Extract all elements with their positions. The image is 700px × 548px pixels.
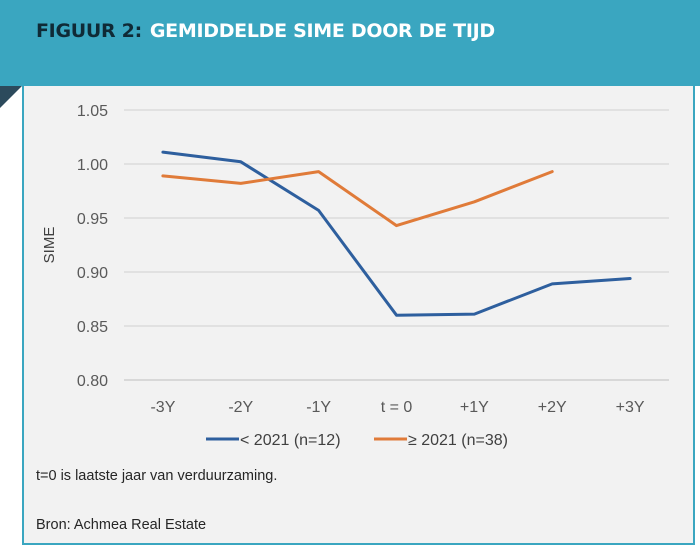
y-axis-title: SIME xyxy=(41,227,58,264)
x-tick-label: -1Y xyxy=(306,399,331,416)
series-line-2 xyxy=(161,170,554,228)
x-tick-label: t = 0 xyxy=(381,399,413,416)
legend-label-1: < 2021 (n=12) xyxy=(240,432,341,449)
x-tick-label: +3Y xyxy=(616,399,645,416)
y-tick-label: 1.05 xyxy=(77,103,108,120)
source-note: Bron: Achmea Real Estate xyxy=(36,517,207,533)
x-tick-label: -3Y xyxy=(150,399,175,416)
series-line-1 xyxy=(161,150,632,317)
y-tick-label: 0.80 xyxy=(77,373,108,390)
footnote: t=0 is laatste jaar van verduurzaming. xyxy=(36,468,278,484)
legend-label-2: ≥ 2021 (n=38) xyxy=(408,432,508,449)
x-tick-label: +2Y xyxy=(538,399,567,416)
line-chart: 0.80 0.85 0.90 0.95 1.00 1.05 -3Y -2Y -1Y t = 0 +1… xyxy=(41,103,669,449)
figure-header: FIGUUR 2: GEMIDDELDE SIME DOOR DE TIJD xyxy=(0,0,700,86)
y-tick-label: 0.90 xyxy=(77,265,108,282)
x-tick-label: -2Y xyxy=(228,399,253,416)
chart-panel: 0.80 0.85 0.90 0.95 1.00 1.05 -3Y -2Y -1Y t = 0 +1… xyxy=(22,86,695,545)
y-tick-label: 1.00 xyxy=(77,157,108,174)
y-tick-label: 0.85 xyxy=(77,319,108,336)
figure-heading: GEMIDDELDE SIME DOOR DE TIJD xyxy=(149,20,495,42)
figure-title: FIGUUR 2: GEMIDDELDE SIME DOOR DE TIJD xyxy=(36,20,495,42)
header-fold-corner xyxy=(0,86,22,108)
x-tick-label: +1Y xyxy=(460,399,489,416)
y-tick-label: 0.95 xyxy=(77,211,108,228)
figure-number: FIGUUR 2: xyxy=(36,20,142,42)
